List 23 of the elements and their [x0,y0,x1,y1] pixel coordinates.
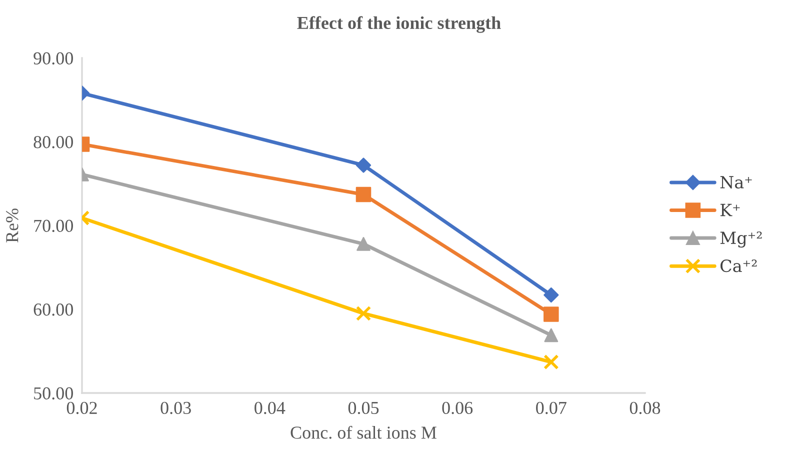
x-axis-title: Conc. of salt ions M [290,426,436,439]
y-tick-label: 60.00 [34,304,73,316]
y-tick-label: 80.00 [34,136,73,148]
x-tick-label: 0.06 [442,402,473,414]
legend-label: Mg⁺² [720,232,762,248]
point [544,306,559,322]
chart-title: Effect of the ionic strength [297,16,501,33]
point [544,287,559,303]
x-tick-label: 0.04 [254,402,286,414]
y-axis-title: Re% [6,208,18,243]
y-tick-label: 70.00 [34,220,73,232]
y-tick-label: 90.00 [34,52,73,65]
x-tick-label: 0.08 [630,402,660,414]
legend-label: Ca⁺² [720,260,757,272]
point [544,328,558,342]
legend-label: K⁺ [720,204,740,216]
x-tick-label: 0.07 [536,402,566,414]
x-tick-label: 0.05 [348,402,379,414]
point [544,354,559,370]
y-tick-label: 50.00 [34,387,73,400]
x-tick-label: 0.03 [160,402,191,414]
x-tick-label: 0.02 [66,402,97,414]
legend-label: Na⁺ [720,176,752,189]
